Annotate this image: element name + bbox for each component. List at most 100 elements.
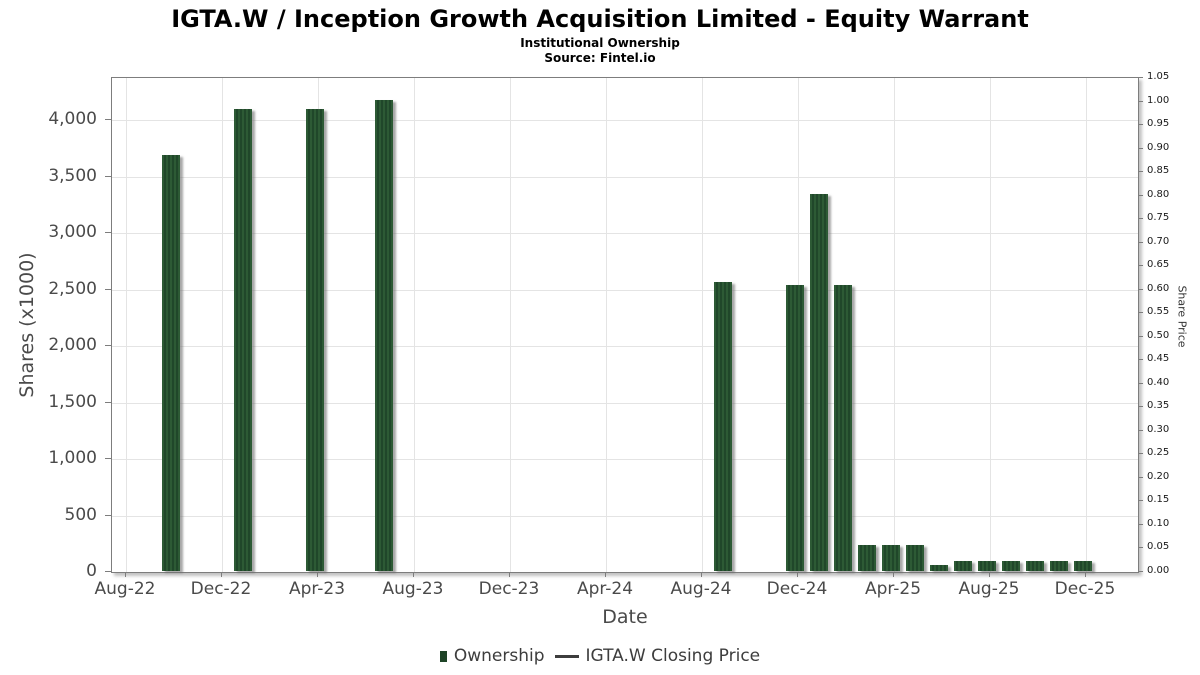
y-left-tick-mark	[105, 571, 111, 572]
x-tick-mark	[317, 572, 318, 577]
x-tick-label: Apr-23	[288, 579, 346, 599]
x-tick-label: Aug-25	[958, 579, 1020, 599]
y-right-tick-mark	[1138, 547, 1143, 549]
x-tick-mark	[797, 572, 798, 577]
ownership-bar[interactable]	[713, 282, 732, 571]
y-left-tick-label: 1,000	[48, 448, 97, 468]
y-left-tick-label: 3,000	[48, 222, 97, 243]
ownership-bar[interactable]	[857, 545, 876, 571]
ownership-bar[interactable]	[1025, 560, 1044, 571]
gridline-horizontal	[112, 289, 1138, 291]
y-right-tick-label: 0.60	[1147, 282, 1170, 294]
x-axis-title: Date	[602, 606, 648, 628]
gridline-vertical	[414, 78, 415, 572]
y-right-tick-label: 0.65	[1147, 259, 1170, 271]
ownership-bar[interactable]	[833, 284, 852, 571]
y-right-tick-mark	[1138, 265, 1143, 267]
gridline-vertical	[702, 78, 703, 572]
plot-area	[111, 77, 1139, 573]
y-right-tick-mark	[1138, 453, 1143, 455]
y-left-tick-label: 500	[64, 504, 97, 525]
y-left-tick-label: 3,500	[48, 165, 97, 186]
ownership-bar[interactable]	[1073, 560, 1092, 571]
ownership-bar[interactable]	[233, 109, 252, 571]
ownership-bar[interactable]	[929, 564, 948, 571]
chart-subtitle: Institutional Ownership	[520, 36, 680, 50]
x-tick-label: Aug-22	[94, 579, 156, 599]
x-tick-label: Aug-24	[670, 579, 732, 599]
gridline-horizontal	[112, 176, 1138, 178]
y-right-tick-label: 1.05	[1147, 71, 1170, 82]
ownership-bar[interactable]	[305, 109, 324, 571]
y-right-tick-label: 0.20	[1147, 470, 1170, 482]
legend-item-closing-price[interactable]: IGTA.W Closing Price	[554, 646, 760, 666]
x-tick-label: Aug-23	[382, 579, 444, 599]
chart-source: Source: Fintel.io	[544, 51, 656, 65]
ownership-bar[interactable]	[905, 545, 924, 571]
gridline-vertical	[126, 78, 127, 572]
y-right-tick-label: 0.45	[1147, 353, 1170, 365]
y-left-tick-mark	[105, 288, 111, 290]
closing-price-line-icon	[554, 654, 579, 658]
x-tick-mark	[125, 572, 126, 577]
y-right-tick-mark	[1138, 335, 1143, 337]
y-right-tick-mark	[1138, 406, 1143, 408]
y-right-tick-label: 0.55	[1147, 306, 1170, 318]
gridline-horizontal	[112, 402, 1138, 404]
y-right-tick-mark	[1138, 500, 1143, 502]
y-right-tick-label: 0.05	[1147, 541, 1170, 553]
x-tick-label: Dec-23	[478, 579, 540, 599]
ownership-bar[interactable]	[1049, 560, 1068, 571]
gridline-vertical	[222, 78, 223, 572]
y-right-tick-mark	[1138, 359, 1143, 361]
y-right-tick-label: 1.00	[1147, 94, 1170, 106]
y-left-tick-label: 2,000	[48, 335, 97, 356]
gridline-horizontal	[112, 120, 1138, 122]
ownership-swatch-icon	[439, 650, 447, 662]
y-right-tick-mark	[1138, 571, 1143, 572]
y-left-tick-mark	[105, 345, 111, 347]
ownership-bar[interactable]	[881, 545, 900, 571]
y-right-tick-mark	[1138, 476, 1143, 478]
y-right-tick-mark	[1138, 523, 1143, 525]
x-tick-label: Dec-25	[1054, 579, 1116, 599]
ownership-bar[interactable]	[375, 100, 394, 571]
y-left-tick-label: 4,000	[48, 109, 97, 130]
y-left-tick-mark	[105, 458, 111, 459]
gridline-horizontal	[112, 346, 1138, 348]
x-tick-label: Dec-22	[190, 579, 252, 599]
y-right-tick-mark	[1138, 171, 1143, 173]
x-tick-mark	[221, 572, 222, 577]
ownership-bar[interactable]	[953, 560, 972, 571]
y-right-tick-mark	[1138, 77, 1143, 78]
y-right-tick-mark	[1138, 312, 1143, 314]
x-tick-mark	[893, 572, 894, 577]
x-tick-mark	[605, 572, 606, 577]
y-right-tick-label: 0.95	[1147, 118, 1170, 130]
y-right-tick-mark	[1138, 288, 1143, 290]
gridline-vertical	[894, 78, 895, 572]
y-right-tick-mark	[1138, 218, 1143, 220]
y-right-tick-label: 0.00	[1147, 565, 1170, 576]
y-right-tick-mark	[1138, 429, 1143, 431]
y-right-tick-label: 0.75	[1147, 212, 1170, 224]
x-tick-label: Dec-24	[766, 579, 828, 599]
x-tick-label: Apr-24	[576, 579, 634, 599]
ownership-bar[interactable]	[809, 194, 828, 571]
y-axis-left-title: Shares (x1000)	[16, 252, 38, 398]
y-right-tick-label: 0.80	[1147, 188, 1170, 200]
ownership-bar[interactable]	[977, 560, 996, 571]
y-right-tick-mark	[1138, 241, 1143, 243]
legend-item-ownership[interactable]: Ownership	[439, 646, 545, 666]
y-right-tick-label: 0.40	[1147, 376, 1170, 388]
ownership-bar[interactable]	[1001, 560, 1020, 571]
y-left-tick-mark	[105, 232, 111, 234]
y-left-tick-mark	[105, 119, 111, 121]
x-tick-mark	[509, 572, 510, 577]
ownership-bar[interactable]	[161, 155, 180, 571]
y-right-tick-label: 0.35	[1147, 400, 1170, 412]
gridline-vertical	[606, 78, 607, 572]
gridline-horizontal	[112, 233, 1138, 235]
y-right-tick-label: 0.70	[1147, 235, 1170, 247]
ownership-bar[interactable]	[785, 284, 804, 571]
